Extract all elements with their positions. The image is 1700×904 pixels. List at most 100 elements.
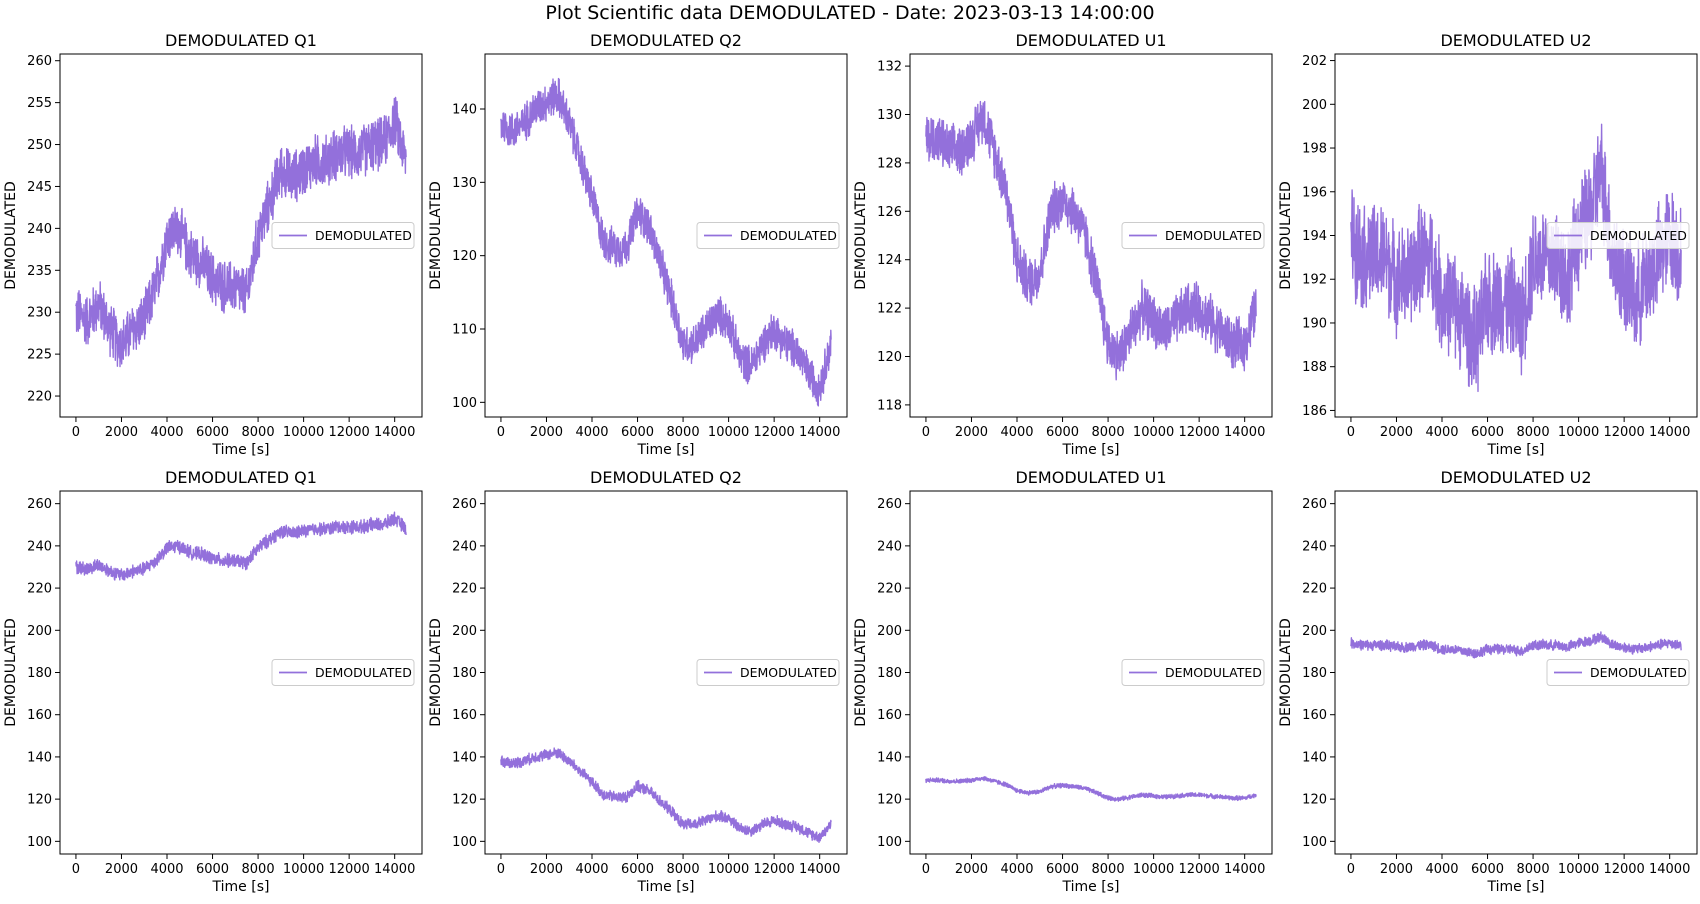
y-tick-label: 110 xyxy=(452,323,477,338)
x-tick-label: 12000 xyxy=(753,862,794,877)
x-axis-label: Time [s] xyxy=(212,879,270,895)
y-tick-label: 126 xyxy=(877,205,902,220)
y-tick-label: 160 xyxy=(877,708,902,723)
y-tick-label: 200 xyxy=(877,624,902,639)
x-axis-label: Time [s] xyxy=(1487,442,1545,458)
x-tick-label: 2000 xyxy=(530,425,563,440)
x-axis-label: Time [s] xyxy=(1062,879,1120,895)
x-tick-label: 12000 xyxy=(753,425,794,440)
y-tick-label: 122 xyxy=(877,302,902,317)
y-tick-label: 220 xyxy=(877,582,902,597)
legend-box xyxy=(696,222,840,249)
x-tick-label: 2000 xyxy=(1380,862,1413,877)
y-tick-label: 188 xyxy=(1302,360,1327,375)
y-tick-label: 245 xyxy=(27,180,52,195)
x-tick-label: 4000 xyxy=(150,425,183,440)
y-tick-label: 260 xyxy=(877,497,902,512)
x-tick-label: 4000 xyxy=(575,425,608,440)
subplot: DEMODULATED U2 0 2000 4000 6000 8000 10000 1200… xyxy=(1278,468,1698,895)
y-tick-label: 180 xyxy=(1302,666,1327,681)
subplot: DEMODULATED Q1 0 2000 4000 6000 8000 10000 1200… xyxy=(3,31,423,458)
legend: DEMODULATED xyxy=(1546,659,1690,686)
legend-box xyxy=(271,222,415,249)
y-tick-label: 220 xyxy=(27,582,52,597)
y-tick-label: 130 xyxy=(877,108,902,123)
y-tick-label: 140 xyxy=(27,750,52,765)
y-tick-label: 235 xyxy=(27,264,52,279)
legend: DEMODULATED xyxy=(696,222,840,249)
y-tick-label: 260 xyxy=(27,54,52,69)
x-tick-label: 8000 xyxy=(667,425,700,440)
x-tick-label: 10000 xyxy=(708,862,749,877)
x-tick-label: 4000 xyxy=(575,862,608,877)
y-tick-label: 230 xyxy=(27,306,52,321)
y-tick-label: 140 xyxy=(1302,750,1327,765)
subplot-title: DEMODULATED U1 xyxy=(1015,468,1166,487)
y-tick-label: 120 xyxy=(27,793,52,808)
y-tick-label: 140 xyxy=(452,750,477,765)
y-tick-label: 120 xyxy=(1302,793,1327,808)
subplot: DEMODULATED U1 0 2000 4000 6000 8000 10000 1200… xyxy=(853,31,1273,458)
x-tick-label: 2000 xyxy=(1380,425,1413,440)
x-tick-label: 4000 xyxy=(1425,425,1458,440)
x-tick-label: 6000 xyxy=(1046,862,1079,877)
legend: DEMODULATED xyxy=(271,659,415,686)
y-tick-label: 120 xyxy=(452,249,477,264)
x-tick-label: 10000 xyxy=(1133,862,1174,877)
y-tick-label: 200 xyxy=(1302,98,1327,113)
y-tick-label: 194 xyxy=(1302,229,1327,244)
subplot-title: DEMODULATED Q1 xyxy=(165,468,317,487)
y-tick-label: 190 xyxy=(1302,316,1327,331)
series-line xyxy=(500,747,832,843)
x-tick-label: 12000 xyxy=(1178,862,1219,877)
x-axis-label: Time [s] xyxy=(1487,879,1545,895)
y-tick-label: 200 xyxy=(452,624,477,639)
y-tick-label: 186 xyxy=(1302,404,1327,419)
x-axis-label: Time [s] xyxy=(212,442,270,458)
y-axis-label: DEMODULATED xyxy=(3,181,19,290)
x-tick-label: 8000 xyxy=(1517,425,1550,440)
y-tick-label: 180 xyxy=(877,666,902,681)
x-tick-label: 12000 xyxy=(1603,862,1644,877)
y-tick-label: 200 xyxy=(1302,624,1327,639)
y-tick-label: 240 xyxy=(452,539,477,554)
y-tick-label: 160 xyxy=(452,708,477,723)
subplot: DEMODULATED U2 0 2000 4000 6000 8000 10000 1200… xyxy=(1278,31,1698,458)
legend: DEMODULATED xyxy=(1121,222,1265,249)
x-tick-label: 8000 xyxy=(1092,862,1125,877)
x-tick-label: 4000 xyxy=(1425,862,1458,877)
x-tick-label: 8000 xyxy=(667,862,700,877)
y-tick-label: 118 xyxy=(877,398,902,413)
legend-label: DEMODULATED xyxy=(1590,665,1687,680)
x-tick-label: 14000 xyxy=(374,862,415,877)
x-tick-label: 10000 xyxy=(1558,425,1599,440)
figure-suptitle: Plot Scientific data DEMODULATED - Date:… xyxy=(545,2,1155,24)
y-axis-label: DEMODULATED xyxy=(853,181,869,290)
y-tick-label: 260 xyxy=(452,497,477,512)
legend: DEMODULATED xyxy=(1121,659,1265,686)
series-line xyxy=(925,776,1257,802)
y-axis-label: DEMODULATED xyxy=(853,618,869,727)
series-line xyxy=(500,77,832,407)
x-axis-label: Time [s] xyxy=(637,879,695,895)
y-tick-label: 220 xyxy=(1302,582,1327,597)
x-tick-label: 8000 xyxy=(1092,425,1125,440)
x-tick-label: 0 xyxy=(1347,425,1355,440)
x-tick-label: 6000 xyxy=(621,425,654,440)
axes-frame xyxy=(909,53,1273,418)
x-tick-label: 14000 xyxy=(1649,862,1690,877)
y-tick-label: 220 xyxy=(452,582,477,597)
x-tick-label: 2000 xyxy=(105,862,138,877)
y-axis-label: DEMODULATED xyxy=(1278,618,1294,727)
y-tick-label: 200 xyxy=(27,624,52,639)
x-tick-label: 14000 xyxy=(799,862,840,877)
y-tick-label: 100 xyxy=(877,835,902,850)
y-tick-label: 255 xyxy=(27,96,52,111)
legend-box xyxy=(1121,659,1265,686)
legend-box xyxy=(696,659,840,686)
x-tick-label: 10000 xyxy=(1558,862,1599,877)
subplot: DEMODULATED Q1 0 2000 4000 6000 8000 10000 1200… xyxy=(3,468,423,895)
x-tick-label: 0 xyxy=(72,862,80,877)
